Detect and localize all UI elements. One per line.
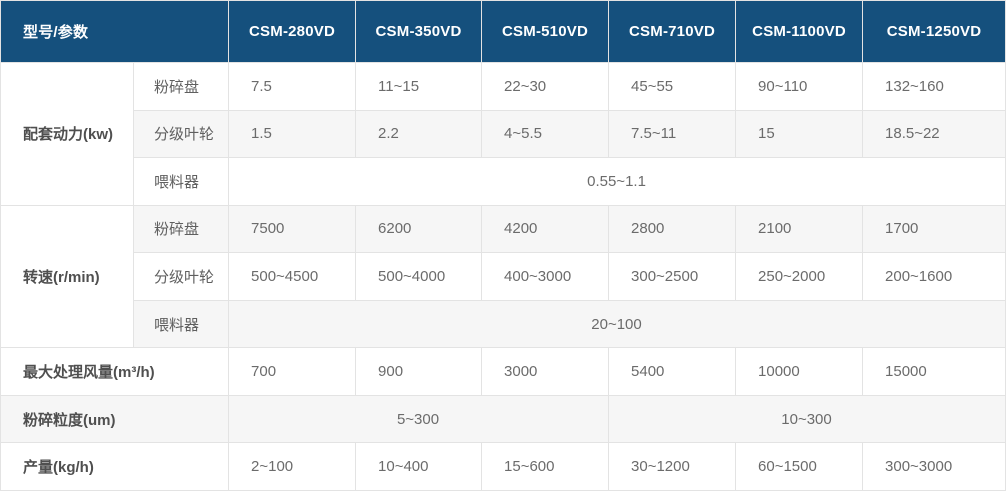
value-cell: 7.5 <box>228 62 357 111</box>
value-cell: 30~1200 <box>608 442 737 491</box>
value-cell: 2~100 <box>228 442 357 491</box>
value-cell: 2.2 <box>355 109 483 159</box>
merged-value-cell-right: 10~300 <box>608 394 1007 444</box>
value-cell: 200~1600 <box>862 252 1007 301</box>
table-row-power-disc: 配套动力(kw) 粉碎盘 7.5 11~15 22~30 45~55 90~11… <box>0 62 1007 206</box>
row-label-capacity: 产量(kg/h) <box>0 442 230 491</box>
value-cell: 132~160 <box>862 62 1007 111</box>
value-cell: 1700 <box>862 204 1007 254</box>
table-row-speed-classifier: 分级叶轮 500~4500 500~4000 400~3000 300~2500… <box>0 252 1007 301</box>
value-cell: 10~400 <box>355 442 483 491</box>
value-cell: 4~5.5 <box>481 109 610 159</box>
header-model-csm-1100vd: CSM-1100VD <box>735 0 864 63</box>
group-label-speed: 转速(r/min) <box>0 204 134 349</box>
table-row-power-classifier: 分级叶轮 1.5 2.2 4~5.5 7.5~11 15 18.5~22 <box>0 109 1007 159</box>
value-cell: 400~3000 <box>481 252 610 301</box>
value-cell: 10000 <box>735 347 864 396</box>
group-label-power: 配套动力(kw) <box>0 62 134 206</box>
table-row-speed-feeder: 喂料器 20~100 <box>0 299 1007 349</box>
value-cell: 500~4500 <box>228 252 357 301</box>
value-cell: 15000 <box>862 347 1007 396</box>
sub-label-grinding-disc: 粉碎盘 <box>132 62 230 111</box>
value-cell: 90~110 <box>735 62 864 111</box>
value-cell: 5400 <box>608 347 737 396</box>
value-cell: 15~600 <box>481 442 610 491</box>
value-cell: 2100 <box>735 204 864 254</box>
value-cell: 700 <box>228 347 357 396</box>
sub-label-classifier-wheel: 分级叶轮 <box>132 109 230 159</box>
value-cell: 1.5 <box>228 109 357 159</box>
value-cell: 7500 <box>228 204 357 254</box>
value-cell: 22~30 <box>481 62 610 111</box>
table-row-airflow: 最大处理风量(m³/h) 700 900 3000 5400 10000 150… <box>0 347 1007 396</box>
value-cell: 15 <box>735 109 864 159</box>
table-row-power-feeder: 喂料器 0.55~1.1 <box>0 157 1007 206</box>
value-cell: 500~4000 <box>355 252 483 301</box>
header-row: 型号/参数 CSM-280VD CSM-350VD CSM-510VD CSM-… <box>0 0 1007 63</box>
row-label-fineness: 粉碎粒度(um) <box>0 394 230 444</box>
value-cell: 3000 <box>481 347 610 396</box>
value-cell: 6200 <box>355 204 483 254</box>
merged-value-cell-left: 5~300 <box>228 394 610 444</box>
sub-label-classifier-wheel: 分级叶轮 <box>132 252 230 301</box>
header-model-csm-1250vd: CSM-1250VD <box>862 0 1007 63</box>
row-label-airflow: 最大处理风量(m³/h) <box>0 347 230 396</box>
value-cell: 4200 <box>481 204 610 254</box>
header-param-label: 型号/参数 <box>0 0 230 63</box>
header-model-csm-510vd: CSM-510VD <box>481 0 610 63</box>
value-cell: 300~3000 <box>862 442 1007 491</box>
merged-value-cell: 20~100 <box>228 299 1007 349</box>
value-cell: 11~15 <box>355 62 483 111</box>
value-cell: 2800 <box>608 204 737 254</box>
table-row-capacity: 产量(kg/h) 2~100 10~400 15~600 30~1200 60~… <box>0 442 1007 491</box>
sub-label-feeder: 喂料器 <box>132 157 230 206</box>
value-cell: 250~2000 <box>735 252 864 301</box>
header-model-csm-350vd: CSM-350VD <box>355 0 483 63</box>
value-cell: 7.5~11 <box>608 109 737 159</box>
value-cell: 45~55 <box>608 62 737 111</box>
merged-value-cell: 0.55~1.1 <box>228 157 1007 206</box>
sub-label-grinding-disc: 粉碎盘 <box>132 204 230 254</box>
header-model-csm-710vd: CSM-710VD <box>608 0 737 63</box>
table-row-fineness: 粉碎粒度(um) 5~300 10~300 <box>0 394 1007 444</box>
value-cell: 18.5~22 <box>862 109 1007 159</box>
value-cell: 300~2500 <box>608 252 737 301</box>
sub-label-feeder: 喂料器 <box>132 299 230 349</box>
table-row-speed-disc: 转速(r/min) 粉碎盘 7500 6200 4200 2800 2100 1… <box>0 204 1007 349</box>
value-cell: 900 <box>355 347 483 396</box>
header-model-csm-280vd: CSM-280VD <box>228 0 357 63</box>
value-cell: 60~1500 <box>735 442 864 491</box>
